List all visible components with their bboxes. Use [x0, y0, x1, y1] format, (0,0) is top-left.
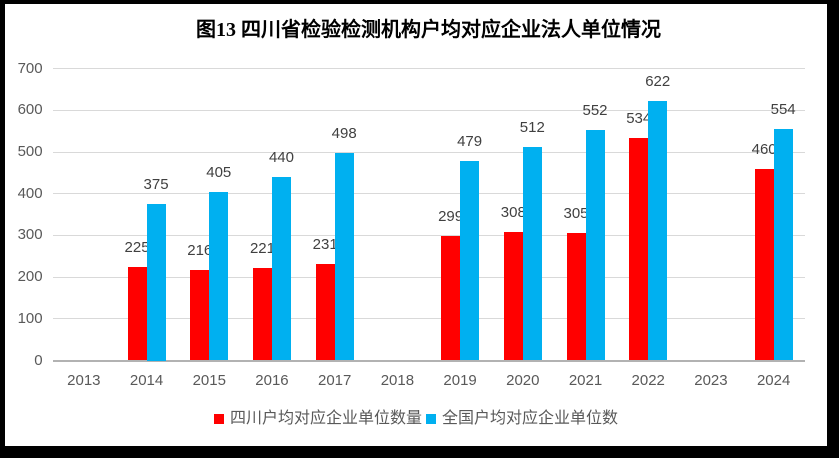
y-tick-label: 200: [17, 268, 43, 286]
bar-national-2015: [209, 191, 229, 361]
bar-value-label: 221: [249, 240, 275, 258]
y-tick-label: 500: [17, 143, 43, 160]
gridline: [52, 234, 805, 236]
bar-value-label: 479: [457, 132, 483, 150]
bar-sichuan-2022: [629, 137, 649, 361]
bar-national-2016: [271, 177, 291, 361]
legend-item-national: 全国户均对应企业单位数: [426, 409, 618, 429]
bar-value-label: 308: [500, 204, 526, 222]
x-axis-line: [52, 360, 805, 362]
chart-title: 图13 四川省检验检测机构户均对应企业法人单位情况: [196, 19, 661, 41]
bar-value-label: 405: [206, 163, 232, 181]
x-tick-label: 2018: [380, 372, 415, 389]
bar-sichuan-2024: [754, 168, 774, 361]
bar-value-label: 554: [770, 101, 796, 119]
y-tick-label: 700: [17, 59, 43, 77]
legend-label-sichuan: 四川户均对应企业单位数量: [229, 410, 422, 427]
bar-national-2019: [460, 160, 480, 361]
gridline: [52, 68, 805, 70]
bar-sichuan-2019: [441, 235, 461, 361]
bar-national-2017: [334, 152, 354, 361]
x-tick-label: 2019: [443, 372, 477, 389]
bar-sichuan-2020: [503, 232, 523, 361]
x-tick-label: 2023: [694, 372, 728, 389]
gridline: [52, 276, 805, 278]
bar-sichuan-2016: [252, 268, 272, 361]
bar-value-label: 375: [143, 176, 169, 194]
bar-value-label: 512: [519, 118, 545, 136]
bar-sichuan-2021: [566, 233, 586, 361]
bar-value-label: 299: [438, 207, 464, 225]
gridline: [52, 193, 805, 195]
x-tick-label: 2021: [568, 372, 603, 389]
gridline: [52, 318, 805, 320]
bar-national-2020: [522, 146, 542, 361]
legend: 四川户均对应企业单位数量 全国户均对应企业单位数: [5, 409, 827, 429]
bar-value-label: 622: [645, 73, 671, 91]
x-tick-label: 2015: [192, 372, 226, 389]
bar-national-2014: [146, 204, 166, 361]
bar-value-label: 225: [124, 238, 150, 256]
y-tick-label: 300: [17, 226, 43, 244]
x-tick-label: 2016: [255, 372, 289, 389]
bar-sichuan-2015: [190, 270, 210, 361]
y-tick-label: 600: [17, 101, 43, 119]
legend-marker-sichuan-icon: [213, 414, 224, 424]
bar-value-label: 460: [751, 140, 777, 158]
bar-sichuan-2017: [315, 264, 335, 361]
y-tick-label: 100: [17, 309, 43, 327]
bar-value-label: 231: [312, 236, 338, 254]
bar-value-label: 305: [563, 205, 589, 223]
legend-item-sichuan: 四川户均对应企业单位数量: [213, 409, 422, 429]
bar-sichuan-2014: [127, 266, 147, 361]
x-tick-label: 2022: [631, 372, 665, 389]
chart-area: 图13 四川省检验检测机构户均对应企业法人单位情况 四川户均对应企业单位数量 全…: [5, 4, 827, 446]
bar-value-label: 498: [331, 124, 357, 142]
bar-national-2021: [585, 130, 605, 361]
bar-value-label: 534: [626, 109, 652, 127]
gridline: [52, 151, 805, 153]
x-tick-label: 2024: [756, 372, 791, 389]
x-tick-label: 2014: [129, 372, 164, 389]
bar-national-2024: [773, 129, 793, 361]
gridline: [52, 109, 805, 111]
x-tick-label: 2013: [67, 372, 101, 389]
bar-value-label: 216: [187, 242, 213, 260]
y-tick-label: 0: [34, 351, 43, 369]
bar-national-2022: [648, 101, 668, 361]
y-tick-label: 400: [17, 184, 43, 202]
x-tick-label: 2017: [318, 372, 352, 389]
x-tick-label: 2020: [506, 372, 540, 389]
legend-marker-national-icon: [426, 414, 436, 424]
bar-value-label: 440: [268, 149, 294, 167]
bar-value-label: 552: [582, 102, 608, 120]
legend-label-national: 全国户均对应企业单位数: [442, 410, 619, 427]
